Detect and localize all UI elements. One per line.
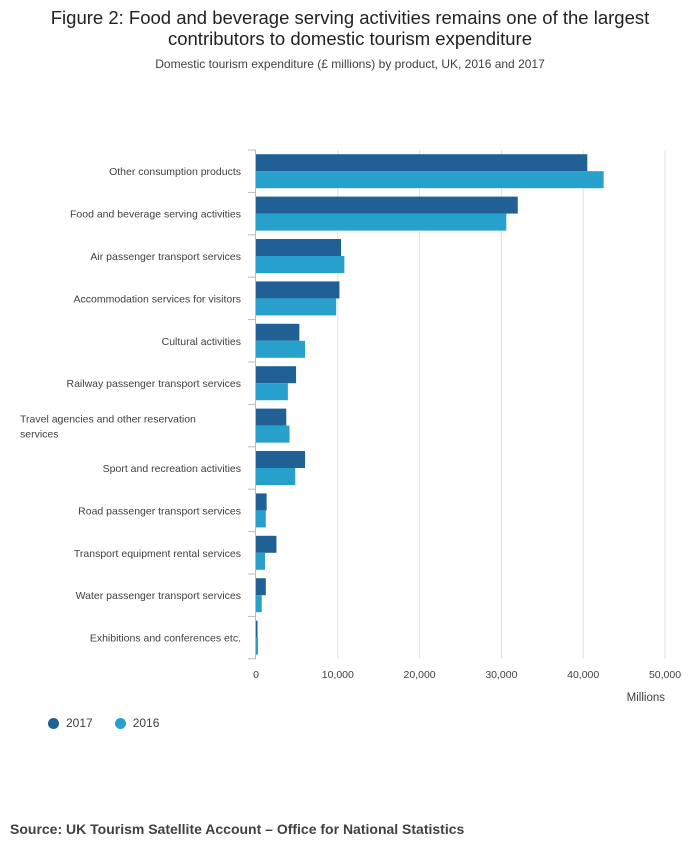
chart-title-line-1: Figure 2: Food and beverage serving acti… bbox=[50, 7, 650, 28]
category-label: Transport equipment rental services bbox=[74, 548, 241, 560]
legend-item-2017[interactable]: 2017 bbox=[48, 716, 93, 730]
legend-label-2017: 2017 bbox=[66, 716, 93, 730]
category-label: Railway passenger transport services bbox=[67, 378, 242, 390]
category-label: Air passenger transport services bbox=[90, 251, 241, 263]
legend-swatch-2017 bbox=[48, 717, 59, 729]
bar-2017-5 bbox=[256, 323, 300, 341]
bar-2017-6 bbox=[256, 366, 297, 384]
bar-2016-4 bbox=[256, 298, 337, 316]
chart-title: Figure 2: Food and beverage serving acti… bbox=[0, 7, 700, 49]
bar-2017-3 bbox=[256, 239, 342, 256]
category-label: Sport and recreation activities bbox=[103, 463, 241, 475]
x-tick-label: 30,000 bbox=[485, 669, 517, 681]
bar-2016-10 bbox=[256, 552, 265, 570]
category-label: Other consumption products bbox=[109, 166, 241, 178]
bar-2017-4 bbox=[256, 281, 340, 299]
bar-2017-10 bbox=[256, 535, 277, 553]
x-tick-label: 0 bbox=[253, 669, 259, 681]
bar-2016-2 bbox=[256, 213, 507, 231]
category-label: Water passenger transport services bbox=[76, 590, 241, 602]
bar-2016-5 bbox=[256, 340, 306, 358]
bar-2017-7 bbox=[256, 408, 287, 426]
bar-2016-1 bbox=[256, 171, 604, 189]
legend-label-2016: 2016 bbox=[132, 716, 160, 730]
chart-title-line-2: contributors to domestic tourism expendi… bbox=[167, 28, 532, 49]
category-label: Food and beverage serving activities bbox=[70, 209, 241, 221]
bar-2017-1 bbox=[256, 154, 588, 172]
x-tick-label: 40,000 bbox=[567, 669, 599, 681]
x-tick-label: 20,000 bbox=[404, 669, 436, 681]
source-note: Source: UK Tourism Satellite Account – O… bbox=[10, 821, 465, 837]
bar-2016-7 bbox=[256, 425, 290, 443]
x-tick-label: 50,000 bbox=[649, 669, 681, 681]
category-label: Exhibitions and conferences etc. bbox=[90, 633, 241, 645]
legend-swatch-2016 bbox=[114, 717, 126, 729]
x-axis-label: Millions bbox=[627, 692, 666, 704]
category-label: Road passenger transport services bbox=[78, 505, 241, 517]
bar-2016-8 bbox=[256, 468, 296, 485]
category-label: Accommodation services for visitors bbox=[74, 293, 241, 305]
bar-2016-6 bbox=[256, 383, 288, 401]
bar-2017-8 bbox=[256, 451, 306, 468]
x-tick-label: 10,000 bbox=[322, 669, 354, 681]
bar-2016-11 bbox=[256, 595, 262, 613]
chart-legend: 2017 2016 bbox=[48, 716, 159, 730]
bar-2017-9 bbox=[256, 493, 267, 511]
bar-2017-2 bbox=[256, 196, 518, 214]
category-label: Cultural activities bbox=[162, 336, 241, 348]
category-label: Travel agencies and other reservation ser… bbox=[20, 414, 196, 441]
bar-2017-12 bbox=[256, 620, 258, 638]
legend-item-2016[interactable]: 2016 bbox=[114, 716, 160, 730]
bar-2016-3 bbox=[256, 256, 345, 273]
bar-2016-9 bbox=[256, 510, 266, 528]
bar-2017-11 bbox=[256, 578, 266, 596]
bar-2016-12 bbox=[256, 637, 259, 655]
chart-subtitle: Domestic tourism expenditure (£ millions… bbox=[155, 57, 545, 71]
